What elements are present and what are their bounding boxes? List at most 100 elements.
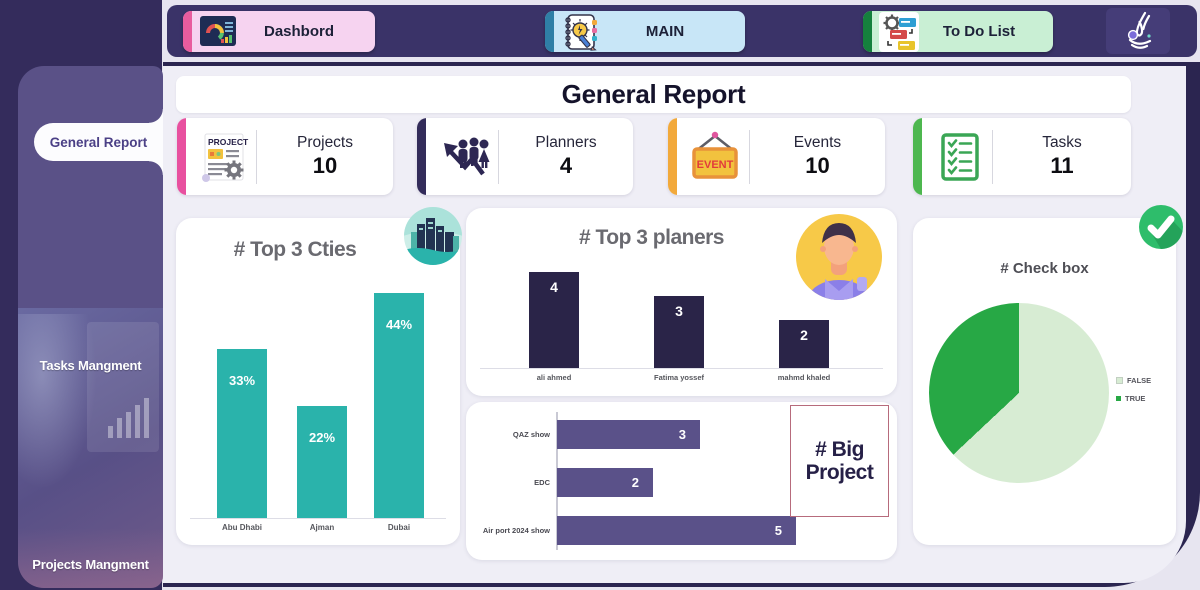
checkbox-pie-chart [929, 303, 1109, 483]
hbar-QAZ show: 3 [557, 420, 700, 449]
legend-label: FALSE [1127, 376, 1152, 385]
chart-card-checkbox: # Check box FALSE TRUE [913, 205, 1183, 545]
bar-Abu Dhabi: 33% [217, 349, 267, 518]
kpi-divider [749, 129, 750, 184]
tab-accent [545, 11, 554, 52]
category-label: ali ahmed [536, 373, 572, 382]
photo-monitor [87, 322, 159, 452]
hbar-Air port 2024 show: 5 [557, 516, 796, 545]
chart-card-big-project: 3 QAZ show 2 EDC 5 Air port 2024 show # Big P… [466, 402, 897, 560]
kpi-divider [992, 129, 993, 184]
chart-card-top3-cities: # Top 3 Cties 33% Abu Dhabi 22% Ajman 44% [176, 207, 462, 545]
check-circle-icon [1138, 204, 1184, 255]
avatar-icon [795, 213, 883, 306]
legend-marker-true [1116, 396, 1121, 401]
project-document-icon: PROJECT [196, 129, 250, 185]
category-label: Abu Dhabi [222, 523, 262, 532]
svg-text:PROJECT: PROJECT [208, 137, 249, 147]
chart-title-checkbox: # Check box [1000, 260, 1089, 277]
kpi-accent [177, 118, 186, 195]
kpi-label: Events [793, 134, 842, 152]
chart-title-cities: # Top 3 Cties [233, 238, 357, 261]
big-project-label-box: # Big Project [790, 405, 889, 517]
hbar-value-label: 5 [774, 523, 782, 538]
legend-marker-false [1116, 377, 1123, 384]
photo-desk [18, 528, 163, 588]
chart-card-top3-planners: # Top 3 planers 4 ali ahmed 3 Fatima yossef… [466, 208, 897, 396]
kpi-accent [417, 118, 426, 195]
tab-accent [863, 11, 872, 52]
legend-item-false: FALSE [1116, 376, 1151, 385]
sidebar-item-tasks-mangment[interactable]: Tasks Mangment [39, 358, 142, 373]
kpi-value: 4 [559, 153, 573, 179]
todo-gear-icon [879, 11, 919, 52]
big-project-title: # Big Project [805, 437, 874, 484]
kpi-accent [913, 118, 922, 195]
sidebar-item-projects-mangment[interactable]: Projects Mangment [32, 557, 149, 572]
planners-growth-icon [436, 129, 492, 185]
tab-dashboard[interactable]: Dashbord [183, 11, 375, 52]
category-label: mahmd khaled [777, 373, 831, 382]
legend-label: TRUE [1125, 394, 1146, 403]
bar-mahmd khaled: 2 [779, 320, 829, 368]
tasks-checklist-icon [932, 129, 986, 185]
bar-Ajman: 22% [297, 406, 347, 518]
hbar-category-label: Air port 2024 show [482, 525, 550, 535]
bar-value-label: 33% [228, 373, 256, 388]
photo-chart-bars [108, 398, 149, 438]
page-title-bar: General Report [176, 76, 1131, 113]
tab-label: Dashbord [263, 23, 334, 40]
category-label: Ajman [309, 523, 335, 532]
kpi-label: Tasks [1042, 134, 1082, 152]
hbar-value-label: 3 [678, 427, 686, 442]
big-project-hbar-plot: 3 QAZ show 2 EDC 5 Air port 2024 show [466, 402, 897, 560]
chart-title-planners: # Top 3 planers [579, 226, 725, 249]
kpi-card-projects: PROJECT P [177, 118, 393, 195]
kpi-value: 10 [312, 153, 338, 179]
page-title: General Report [561, 79, 746, 109]
kpi-divider [256, 129, 257, 184]
photo-person-silhouette [18, 314, 104, 504]
category-label: Dubai [387, 523, 411, 532]
svg-text:EVENT: EVENT [697, 159, 734, 171]
hbar-category-label: EDC [534, 477, 550, 487]
hbar-category-label: QAZ show [512, 429, 550, 439]
city-icon [403, 206, 463, 271]
legend-item-true: TRUE [1116, 394, 1151, 403]
kpi-card-tasks: Tasks 11 [913, 118, 1131, 195]
notebook-idea-icon [561, 12, 599, 52]
bar-value-label: 4 [550, 279, 558, 295]
sidebar-active-label: General Report [49, 134, 148, 150]
tab-main[interactable]: MAIN [545, 11, 745, 52]
kpi-card-planners: Planners 4 [417, 118, 633, 195]
kpi-divider [498, 129, 499, 184]
bar-value-label: 22% [308, 430, 336, 445]
kpi-accent [668, 118, 677, 195]
bar-value-label: 2 [800, 327, 808, 343]
tab-label: MAIN [645, 23, 685, 40]
kpi-value: 11 [1050, 153, 1074, 179]
category-label: Fatima yossef [653, 373, 705, 382]
kpi-label: Projects [297, 134, 353, 152]
event-sign-icon: EVENT [687, 129, 743, 185]
hbar-EDC: 2 [557, 468, 653, 497]
tab-label: To Do List [942, 23, 1016, 40]
hbar-value-label: 2 [631, 475, 639, 490]
kpi-value: 10 [805, 153, 830, 179]
bar-ali ahmed: 4 [529, 272, 579, 368]
tab-todo-list[interactable]: To Do List [863, 11, 1053, 52]
bar-Fatima yossef: 3 [654, 296, 704, 368]
tab-accent [183, 11, 192, 52]
dashboard-icon [199, 15, 237, 48]
kpi-label: Planners [535, 134, 597, 152]
top-navigation-bar: Dashbord [167, 5, 1197, 57]
bar-value-label: 44% [385, 317, 413, 332]
sidebar-photo [18, 308, 163, 588]
cities-bar-plot: 33% Abu Dhabi 22% Ajman 44% Dubai [190, 288, 446, 532]
sidebar-item-general-report-active[interactable]: General Report [34, 109, 163, 175]
bar-value-label: 3 [675, 303, 683, 319]
planners-bar-plot: 4 ali ahmed 3 Fatima yossef 2 mahmd khaled [480, 272, 883, 382]
bar-Dubai: 44% [374, 293, 424, 518]
pie-legend: FALSE TRUE [1116, 376, 1151, 412]
